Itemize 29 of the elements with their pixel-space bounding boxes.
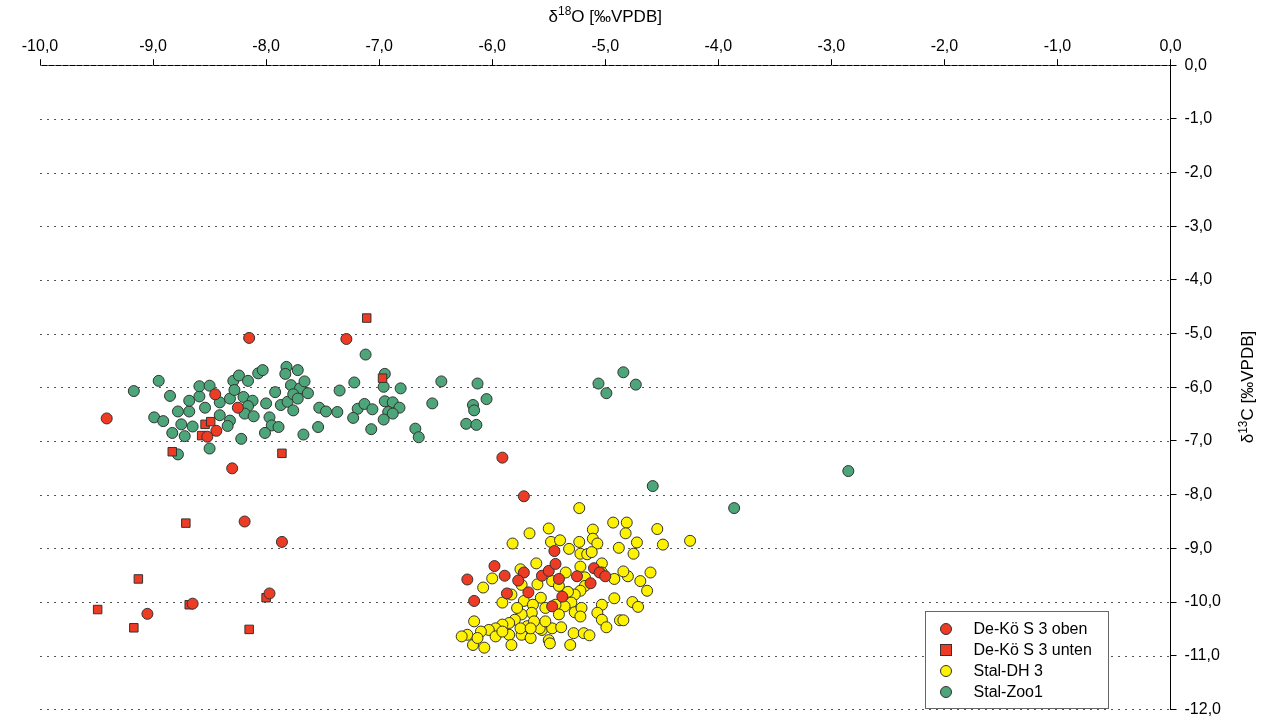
- y-tick-label: -5,0: [1184, 324, 1213, 342]
- x-tick-label: -2,0: [930, 37, 959, 55]
- x-tick-label: -3,0: [817, 37, 846, 55]
- y-tick-label: -8,0: [1184, 485, 1213, 503]
- x-tick-label: -9,0: [139, 37, 167, 55]
- legend-label: Stal-DH 3: [973, 661, 1043, 680]
- x-tick-label: -1,0: [1043, 37, 1072, 55]
- y-tick-label: -3,0: [1184, 216, 1213, 234]
- y-tick-label: 0,0: [1184, 55, 1207, 73]
- y-tick-label: -12,0: [1184, 699, 1222, 717]
- x-tick-label: -4,0: [704, 37, 733, 55]
- y-tick-label: -6,0: [1184, 377, 1213, 395]
- x-axis-title: δ$^{18}$O [‰VPDB]: [547, 4, 663, 27]
- y-tick-label: -2,0: [1184, 162, 1213, 180]
- x-tick-label: -8,0: [252, 37, 280, 55]
- legend-label: Stal-Zoo1: [973, 682, 1043, 701]
- y-tick-label: -4,0: [1184, 270, 1213, 288]
- y-tick-label: -10,0: [1184, 592, 1222, 610]
- y-tick-label: -7,0: [1184, 431, 1213, 449]
- y-tick-label: -1,0: [1184, 109, 1213, 127]
- legend-label: De-Kö S 3 oben: [973, 619, 1088, 638]
- y-tick-label: -9,0: [1184, 538, 1213, 556]
- x-tick-label: -10,0: [21, 37, 59, 55]
- x-tick-label: -5,0: [591, 37, 620, 55]
- legend-label: De-Kö S 3 unten: [973, 640, 1092, 659]
- x-tick-label: 0,0: [1159, 37, 1182, 55]
- x-tick-label: -6,0: [478, 37, 507, 55]
- y-tick-label: -11,0: [1184, 646, 1220, 664]
- x-tick-label: -7,0: [365, 37, 394, 55]
